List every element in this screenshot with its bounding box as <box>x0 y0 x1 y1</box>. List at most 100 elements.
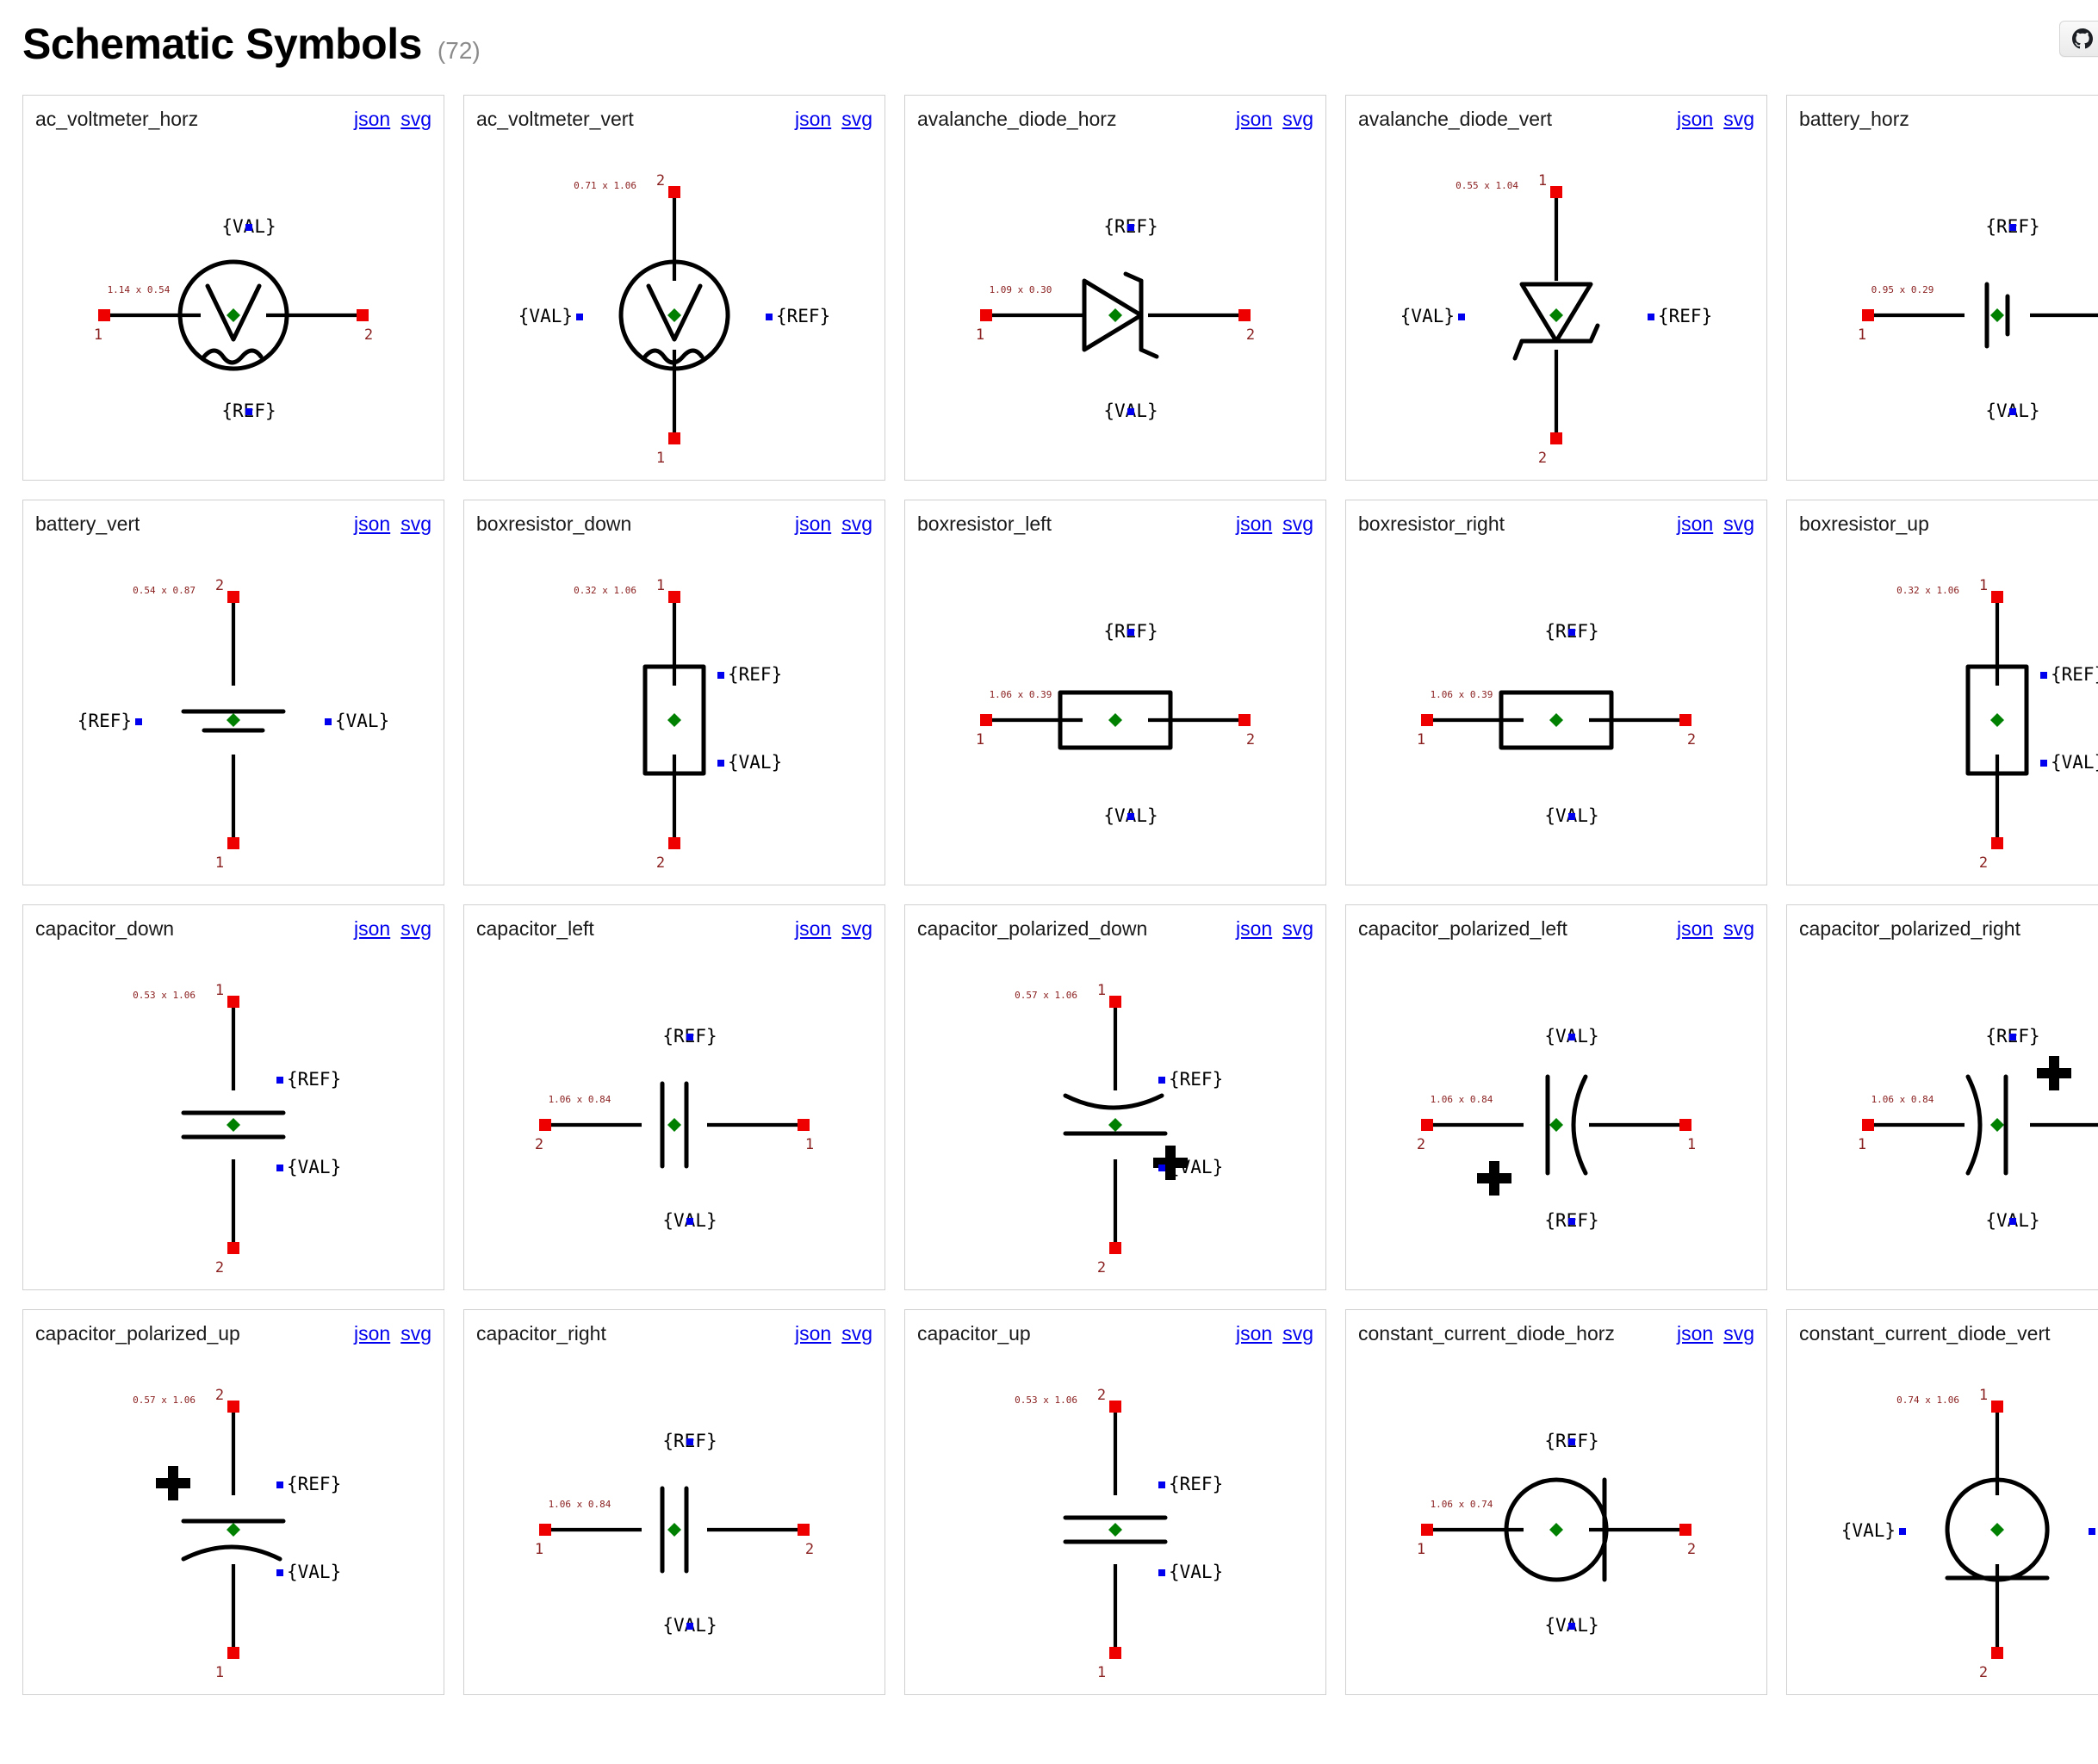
github-star-button[interactable]: Star <box>2059 21 2098 57</box>
anchor-dot <box>135 718 142 725</box>
origin-marker <box>1549 308 1563 322</box>
anchor-dot <box>1568 1438 1575 1445</box>
svg-link[interactable]: svg <box>1723 1321 1754 1345</box>
svg-link[interactable]: svg <box>1282 107 1313 130</box>
symbol-stroke <box>205 283 262 342</box>
anchor-dot <box>766 314 773 320</box>
pin-marker <box>1421 1524 1433 1536</box>
anchor-dot <box>686 1623 693 1630</box>
symbol-links: json svg <box>1236 1322 1313 1345</box>
dimension-text: 1.06 x 0.39 <box>990 689 1052 700</box>
json-link[interactable]: json <box>795 512 832 535</box>
anchor-dot <box>686 1218 693 1225</box>
ref-label: {REF} <box>287 1069 341 1090</box>
anchor-dot <box>1568 1218 1575 1225</box>
symbol-links: json svg <box>354 917 431 941</box>
pin-marker <box>668 432 680 444</box>
svg-link[interactable]: svg <box>841 916 872 940</box>
anchor-dot <box>1127 408 1134 415</box>
json-link[interactable]: json <box>1236 107 1273 130</box>
pin-number: 1 <box>215 982 224 999</box>
dimension-text: 0.74 x 1.06 <box>1896 1394 1959 1406</box>
symbol-card-header: ac_voltmeter_horz json svg <box>35 106 431 132</box>
dimension-text: 0.57 x 1.06 <box>133 1394 196 1406</box>
symbol-preview: 1 2 0.53 x 1.06 {REF} {VAL} <box>35 941 431 1283</box>
json-link[interactable]: json <box>354 512 391 535</box>
symbol-card: avalanche_diode_vert json svg 1 2 0.55 x 1.04… <box>1345 95 1767 481</box>
json-link[interactable]: json <box>354 1321 391 1345</box>
dimension-text: 1.06 x 0.84 <box>549 1094 611 1105</box>
pin-number: 2 <box>364 326 373 344</box>
symbol-stroke <box>1512 339 1524 361</box>
symbol-name: boxresistor_down <box>476 512 632 535</box>
symbol-drawing: 1 2 0.32 x 1.06 {REF} {VAL} <box>574 577 782 871</box>
symbol-card: boxresistor_down json svg 1 2 0.32 x 1.06 {REF… <box>463 500 885 885</box>
pin-number: 1 <box>976 326 984 344</box>
polarity-plus-icon <box>1477 1161 1511 1196</box>
anchor-dot <box>2009 224 2016 231</box>
pin-marker <box>1862 1119 1874 1131</box>
svg-link[interactable]: svg <box>1282 916 1313 940</box>
symbol-name: ac_voltmeter_horz <box>35 107 199 130</box>
symbol-name: capacitor_up <box>917 1321 1031 1345</box>
svg-link[interactable]: svg <box>400 512 431 535</box>
pin-number: 2 <box>1687 731 1696 748</box>
pin-marker <box>980 714 992 726</box>
svg-link[interactable]: svg <box>1723 916 1754 940</box>
symbol-name: boxresistor_up <box>1799 512 1929 535</box>
symbol-preview: 211.06 x 0.84{REF}{VAL} <box>476 941 872 1283</box>
symbol-stroke <box>1965 1074 1983 1176</box>
json-link[interactable]: json <box>1677 512 1714 535</box>
symbol-card-header: boxresistor_down json svg <box>476 511 872 537</box>
title-group: Schematic Symbols (72) <box>22 21 481 67</box>
val-label: {VAL} <box>1400 306 1455 326</box>
symbol-name: boxresistor_left <box>917 512 1052 535</box>
dimension-text: 0.54 x 0.87 <box>133 585 196 596</box>
origin-marker <box>227 713 240 727</box>
anchor-dot <box>1158 1481 1165 1488</box>
pin-marker <box>1991 591 2003 603</box>
svg-link[interactable]: svg <box>400 916 431 940</box>
json-link[interactable]: json <box>354 916 391 940</box>
svg-link[interactable]: svg <box>1723 512 1754 535</box>
origin-marker <box>667 308 681 322</box>
symbol-name: capacitor_polarized_right <box>1799 916 2020 940</box>
dimension-text: 0.71 x 1.06 <box>574 180 636 191</box>
symbol-stroke <box>1123 271 1144 283</box>
svg-link[interactable]: svg <box>1282 1321 1313 1345</box>
symbol-drawing: 2 1 0.57 x 1.06 {REF} {VAL} <box>133 1387 341 1680</box>
pin-marker <box>227 996 239 1008</box>
svg-link[interactable]: svg <box>1723 107 1754 130</box>
json-link[interactable]: json <box>1677 107 1714 130</box>
anchor-dot <box>1568 629 1575 636</box>
svg-link[interactable]: svg <box>841 512 872 535</box>
dimension-text: 0.57 x 1.06 <box>1015 990 1077 1001</box>
pin-number: 2 <box>1538 450 1547 466</box>
json-link[interactable]: json <box>1236 916 1273 940</box>
json-link[interactable]: json <box>795 916 832 940</box>
json-link[interactable]: json <box>795 1321 832 1345</box>
symbol-drawing: 2 1 0.71 x 1.06 {REF} {VAL} <box>518 172 830 466</box>
pin-number: 1 <box>1097 982 1106 999</box>
json-link[interactable]: json <box>1677 916 1714 940</box>
svg-link[interactable]: svg <box>1282 512 1313 535</box>
svg-link[interactable]: svg <box>400 107 431 130</box>
json-link[interactable]: json <box>354 107 391 130</box>
symbol-stroke <box>1504 1477 1609 1582</box>
json-link[interactable]: json <box>1236 1321 1273 1345</box>
pin-marker <box>798 1524 810 1536</box>
json-link[interactable]: json <box>795 107 832 130</box>
svg-link[interactable]: svg <box>841 1321 872 1345</box>
svg-link[interactable]: svg <box>841 107 872 130</box>
json-link[interactable]: json <box>1677 1321 1714 1345</box>
symbol-stroke <box>1519 282 1593 344</box>
symbol-card-header: capacitor_up json svg <box>917 1320 1313 1346</box>
svg-link[interactable]: svg <box>400 1321 431 1345</box>
symbol-card-header: capacitor_right json svg <box>476 1320 872 1346</box>
pin-number: 2 <box>535 1136 543 1153</box>
json-link[interactable]: json <box>1236 512 1273 535</box>
